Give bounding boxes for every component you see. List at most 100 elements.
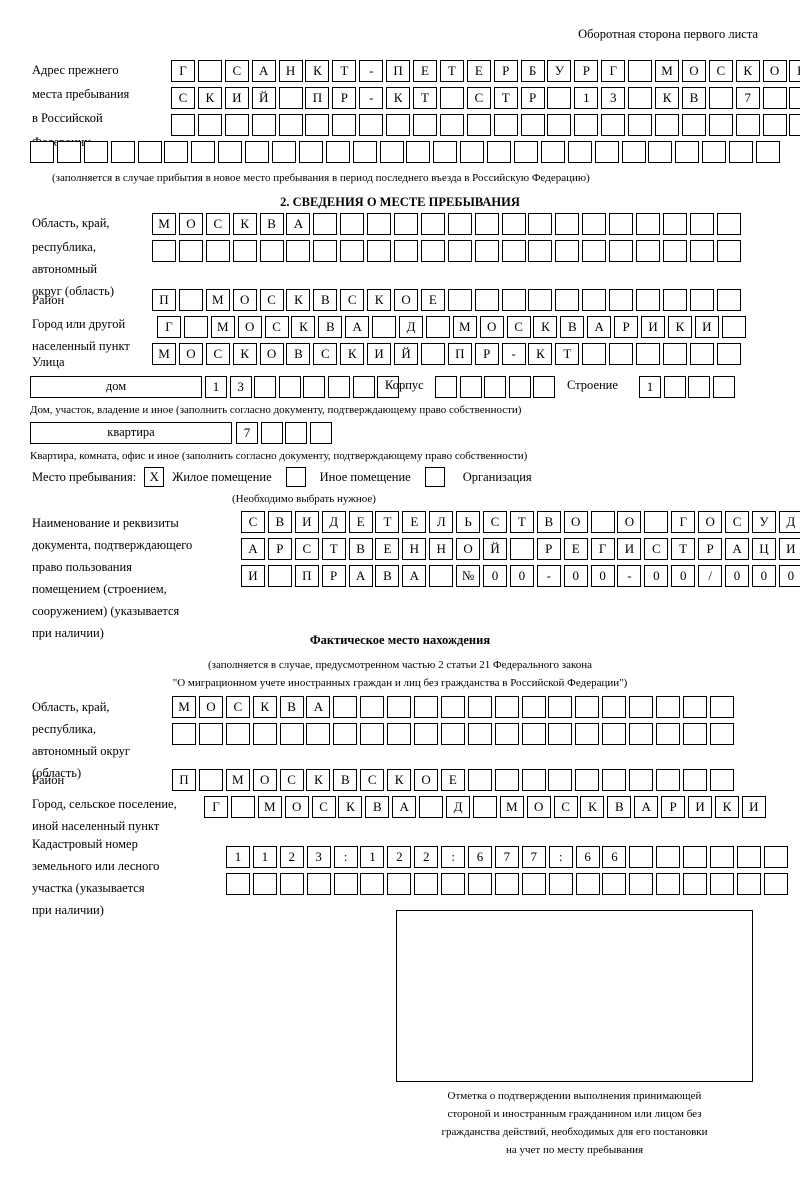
city-cell-19[interactable]: И <box>641 316 666 338</box>
prev-address-cell-r4-6[interactable] <box>164 141 189 163</box>
actual-region-cell-r1-20[interactable] <box>682 696 707 718</box>
prev-address-cell-r1-9[interactable]: П <box>386 60 411 82</box>
prev-address-cell-r4-18[interactable] <box>487 141 512 163</box>
cadastral-cell-r1-4[interactable]: 3 <box>306 846 331 868</box>
actual-city-cell-16[interactable]: В <box>607 796 632 818</box>
district-cell-6[interactable]: К <box>286 289 311 311</box>
prev-address-cell-r2-12[interactable]: С <box>466 87 491 109</box>
prev-address-cell-r1-7[interactable]: Т <box>332 60 357 82</box>
actual-district-cell-14[interactable] <box>521 769 546 791</box>
region-cell-r1-17[interactable] <box>582 213 607 235</box>
region-cell-r2-12[interactable] <box>447 240 472 262</box>
prev-address-cell-r4-5[interactable] <box>137 141 162 163</box>
document-cell-r1-11[interactable]: Т <box>509 511 534 533</box>
prev-address-cell-r1-18[interactable] <box>628 60 653 82</box>
document-cell-r2-20[interactable]: Ц <box>751 538 776 560</box>
city-cell-5[interactable]: С <box>264 316 289 338</box>
city-cell-11[interactable] <box>425 316 450 338</box>
prev-address-cell-r2-14[interactable]: Р <box>520 87 545 109</box>
actual-region-cell-r1-5[interactable]: В <box>279 696 304 718</box>
actual-district-cell-4[interactable]: О <box>252 769 277 791</box>
document-cell-r2-14[interactable]: Г <box>590 538 615 560</box>
actual-region-cell-r2-4[interactable] <box>252 723 277 745</box>
prev-address-cell-r4-15[interactable] <box>406 141 431 163</box>
actual-district-cell-19[interactable] <box>656 769 681 791</box>
house-cell-1[interactable]: 1 <box>205 376 227 398</box>
document-cell-r1-7[interactable]: Е <box>402 511 427 533</box>
city-cell-9[interactable] <box>372 316 397 338</box>
cadastral-cell-r1-21[interactable] <box>763 846 788 868</box>
cadastral-cell-r2-15[interactable] <box>602 873 627 895</box>
prev-address-cell-r3-14[interactable] <box>520 114 545 136</box>
city-cell-14[interactable]: С <box>506 316 531 338</box>
cadastral-cell-r1-17[interactable] <box>656 846 681 868</box>
street-cell-22[interactable] <box>716 343 741 365</box>
cadastral-cell-r1-9[interactable]: : <box>441 846 466 868</box>
region-cell-r1-5[interactable]: В <box>259 213 284 235</box>
prev-address-cell-r3-16[interactable] <box>574 114 599 136</box>
korpus-cell-3[interactable] <box>484 376 507 398</box>
actual-district-cell-17[interactable] <box>602 769 627 791</box>
prev-address-cell-r3-17[interactable] <box>601 114 626 136</box>
street-cell-2[interactable]: О <box>178 343 203 365</box>
korpus-cell-5[interactable] <box>533 376 556 398</box>
street-cell-1[interactable]: М <box>152 343 176 365</box>
actual-region-cell-r2-2[interactable] <box>198 723 223 745</box>
actual-region-cell-r2-3[interactable] <box>225 723 250 745</box>
cadastral-cell-r2-13[interactable] <box>548 873 573 895</box>
actual-region-cell-r1-8[interactable] <box>360 696 385 718</box>
prev-address-cell-r4-22[interactable] <box>594 141 619 163</box>
document-cell-r1-6[interactable]: Т <box>375 511 400 533</box>
prev-address-cell-r3-5[interactable] <box>278 114 303 136</box>
prev-address-cell-r3-15[interactable] <box>547 114 572 136</box>
cadastral-cell-r2-2[interactable] <box>252 873 277 895</box>
cadastral-cell-r2-21[interactable] <box>763 873 788 895</box>
region-cell-r2-16[interactable] <box>555 240 580 262</box>
prev-address-cell-r3-23[interactable] <box>762 114 787 136</box>
cadastral-cell-r1-15[interactable]: 6 <box>602 846 627 868</box>
stay-type-option1-checkbox[interactable]: X <box>144 467 165 487</box>
house-cell-8[interactable] <box>377 376 400 398</box>
region-cell-r2-21[interactable] <box>689 240 714 262</box>
prev-address-cell-r4-2[interactable] <box>56 141 81 163</box>
document-cell-r3-8[interactable] <box>429 565 454 587</box>
prev-address-row-4[interactable] <box>30 141 783 163</box>
actual-district-cell-13[interactable] <box>494 769 519 791</box>
district-cell-1[interactable]: П <box>152 289 176 311</box>
district-cell-15[interactable] <box>528 289 553 311</box>
cadastral-cell-r1-18[interactable] <box>683 846 708 868</box>
document-cell-r2-11[interactable] <box>509 538 534 560</box>
district-cell-22[interactable] <box>716 289 741 311</box>
actual-city-cell-3[interactable]: М <box>257 796 282 818</box>
prev-address-cell-r2-5[interactable] <box>278 87 303 109</box>
prev-address-cell-r3-21[interactable] <box>708 114 733 136</box>
street-cell-16[interactable]: Т <box>555 343 580 365</box>
actual-region-cell-r1-13[interactable] <box>494 696 519 718</box>
region-cell-r2-6[interactable] <box>286 240 311 262</box>
region-cell-r1-14[interactable] <box>501 213 526 235</box>
district-cell-8[interactable]: С <box>340 289 365 311</box>
document-cell-r3-5[interactable]: А <box>348 565 373 587</box>
prev-address-cell-r3-24[interactable] <box>789 114 800 136</box>
house-cell-2[interactable]: 3 <box>229 376 252 398</box>
actual-region-cell-r1-10[interactable] <box>414 696 439 718</box>
prev-address-cell-r4-26[interactable] <box>702 141 727 163</box>
document-cell-r2-15[interactable]: И <box>617 538 642 560</box>
document-cell-r3-7[interactable]: А <box>402 565 427 587</box>
region-cell-r1-19[interactable] <box>636 213 661 235</box>
region-cell-r2-4[interactable] <box>232 240 257 262</box>
prev-address-cell-r2-1[interactable]: С <box>171 87 195 109</box>
prev-address-cell-r4-16[interactable] <box>433 141 458 163</box>
prev-address-row-3[interactable] <box>171 114 800 136</box>
actual-region-cell-r2-17[interactable] <box>602 723 627 745</box>
document-cell-r1-2[interactable]: В <box>267 511 292 533</box>
prev-address-cell-r4-10[interactable] <box>272 141 297 163</box>
prev-address-cell-r4-28[interactable] <box>756 141 781 163</box>
actual-city-cell-17[interactable]: А <box>634 796 659 818</box>
street-cell-21[interactable] <box>689 343 714 365</box>
document-cell-r3-9[interactable]: № <box>456 565 481 587</box>
